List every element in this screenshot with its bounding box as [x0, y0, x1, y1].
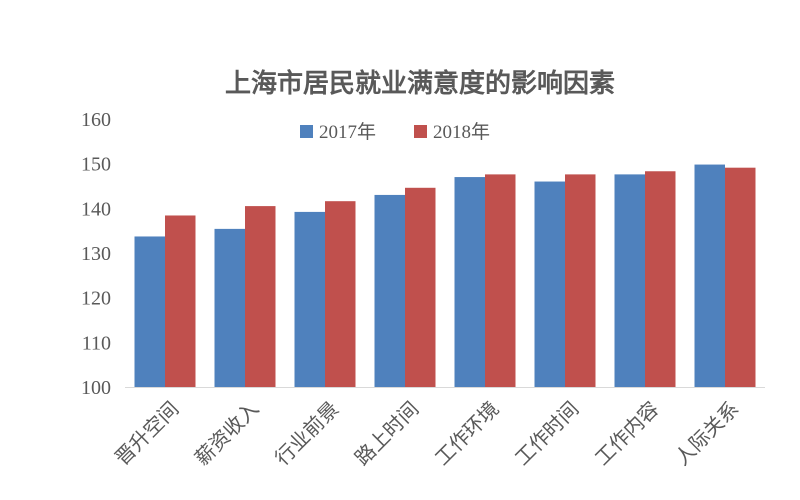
bar-2018-0 [165, 215, 196, 387]
x-tick-label: 行业前景 [270, 397, 344, 471]
y-tick-label: 100 [81, 377, 111, 399]
x-tick-label: 薪资收入 [190, 397, 264, 471]
y-tick-label: 140 [81, 198, 111, 220]
bar-2018-5 [565, 174, 596, 387]
x-tick-label: 晋升空间 [110, 397, 184, 471]
x-tick-label: 工作时间 [510, 397, 584, 471]
bar-2018-7 [725, 167, 756, 387]
x-tick-label: 路上时间 [350, 397, 424, 471]
x-tick-label: 工作环境 [430, 397, 504, 471]
y-tick-label: 110 [82, 332, 111, 354]
y-tick-label: 130 [81, 243, 111, 265]
bar-2017-1 [214, 228, 245, 387]
legend-label-2017: 2017年 [319, 121, 376, 143]
x-axis: 晋升空间 薪资收入 行业前景 路上时间 工作环境 工作时间 工作内容 人际关系 [110, 397, 744, 471]
x-tick-label: 工作内容 [590, 397, 664, 471]
bar-2018-1 [245, 206, 276, 387]
bar-2018-4 [485, 174, 516, 387]
bar-2018-6 [645, 171, 676, 387]
bar-2017-6 [614, 174, 645, 387]
bar-2017-2 [294, 211, 325, 387]
bar-2017-4 [454, 177, 485, 387]
legend-label-2018: 2018年 [433, 121, 490, 143]
bar-2017-5 [534, 181, 565, 387]
bars [134, 164, 756, 387]
legend-swatch-2018 [414, 125, 427, 138]
bar-2018-3 [405, 187, 436, 387]
y-tick-label: 120 [81, 288, 111, 310]
bar-2017-0 [134, 236, 165, 387]
legend: 2017年 2018年 [300, 121, 490, 143]
y-axis: 100 110 120 130 140 150 160 [81, 109, 111, 399]
legend-swatch-2017 [300, 125, 313, 138]
bar-2018-2 [325, 201, 356, 387]
chart-title: 上海市居民就业满意度的影响因素 [225, 68, 615, 99]
bar-2017-7 [694, 164, 725, 387]
y-tick-label: 160 [81, 109, 111, 131]
bar-2017-3 [374, 194, 405, 387]
x-tick-label: 人际关系 [670, 397, 744, 471]
y-tick-label: 150 [81, 154, 111, 176]
